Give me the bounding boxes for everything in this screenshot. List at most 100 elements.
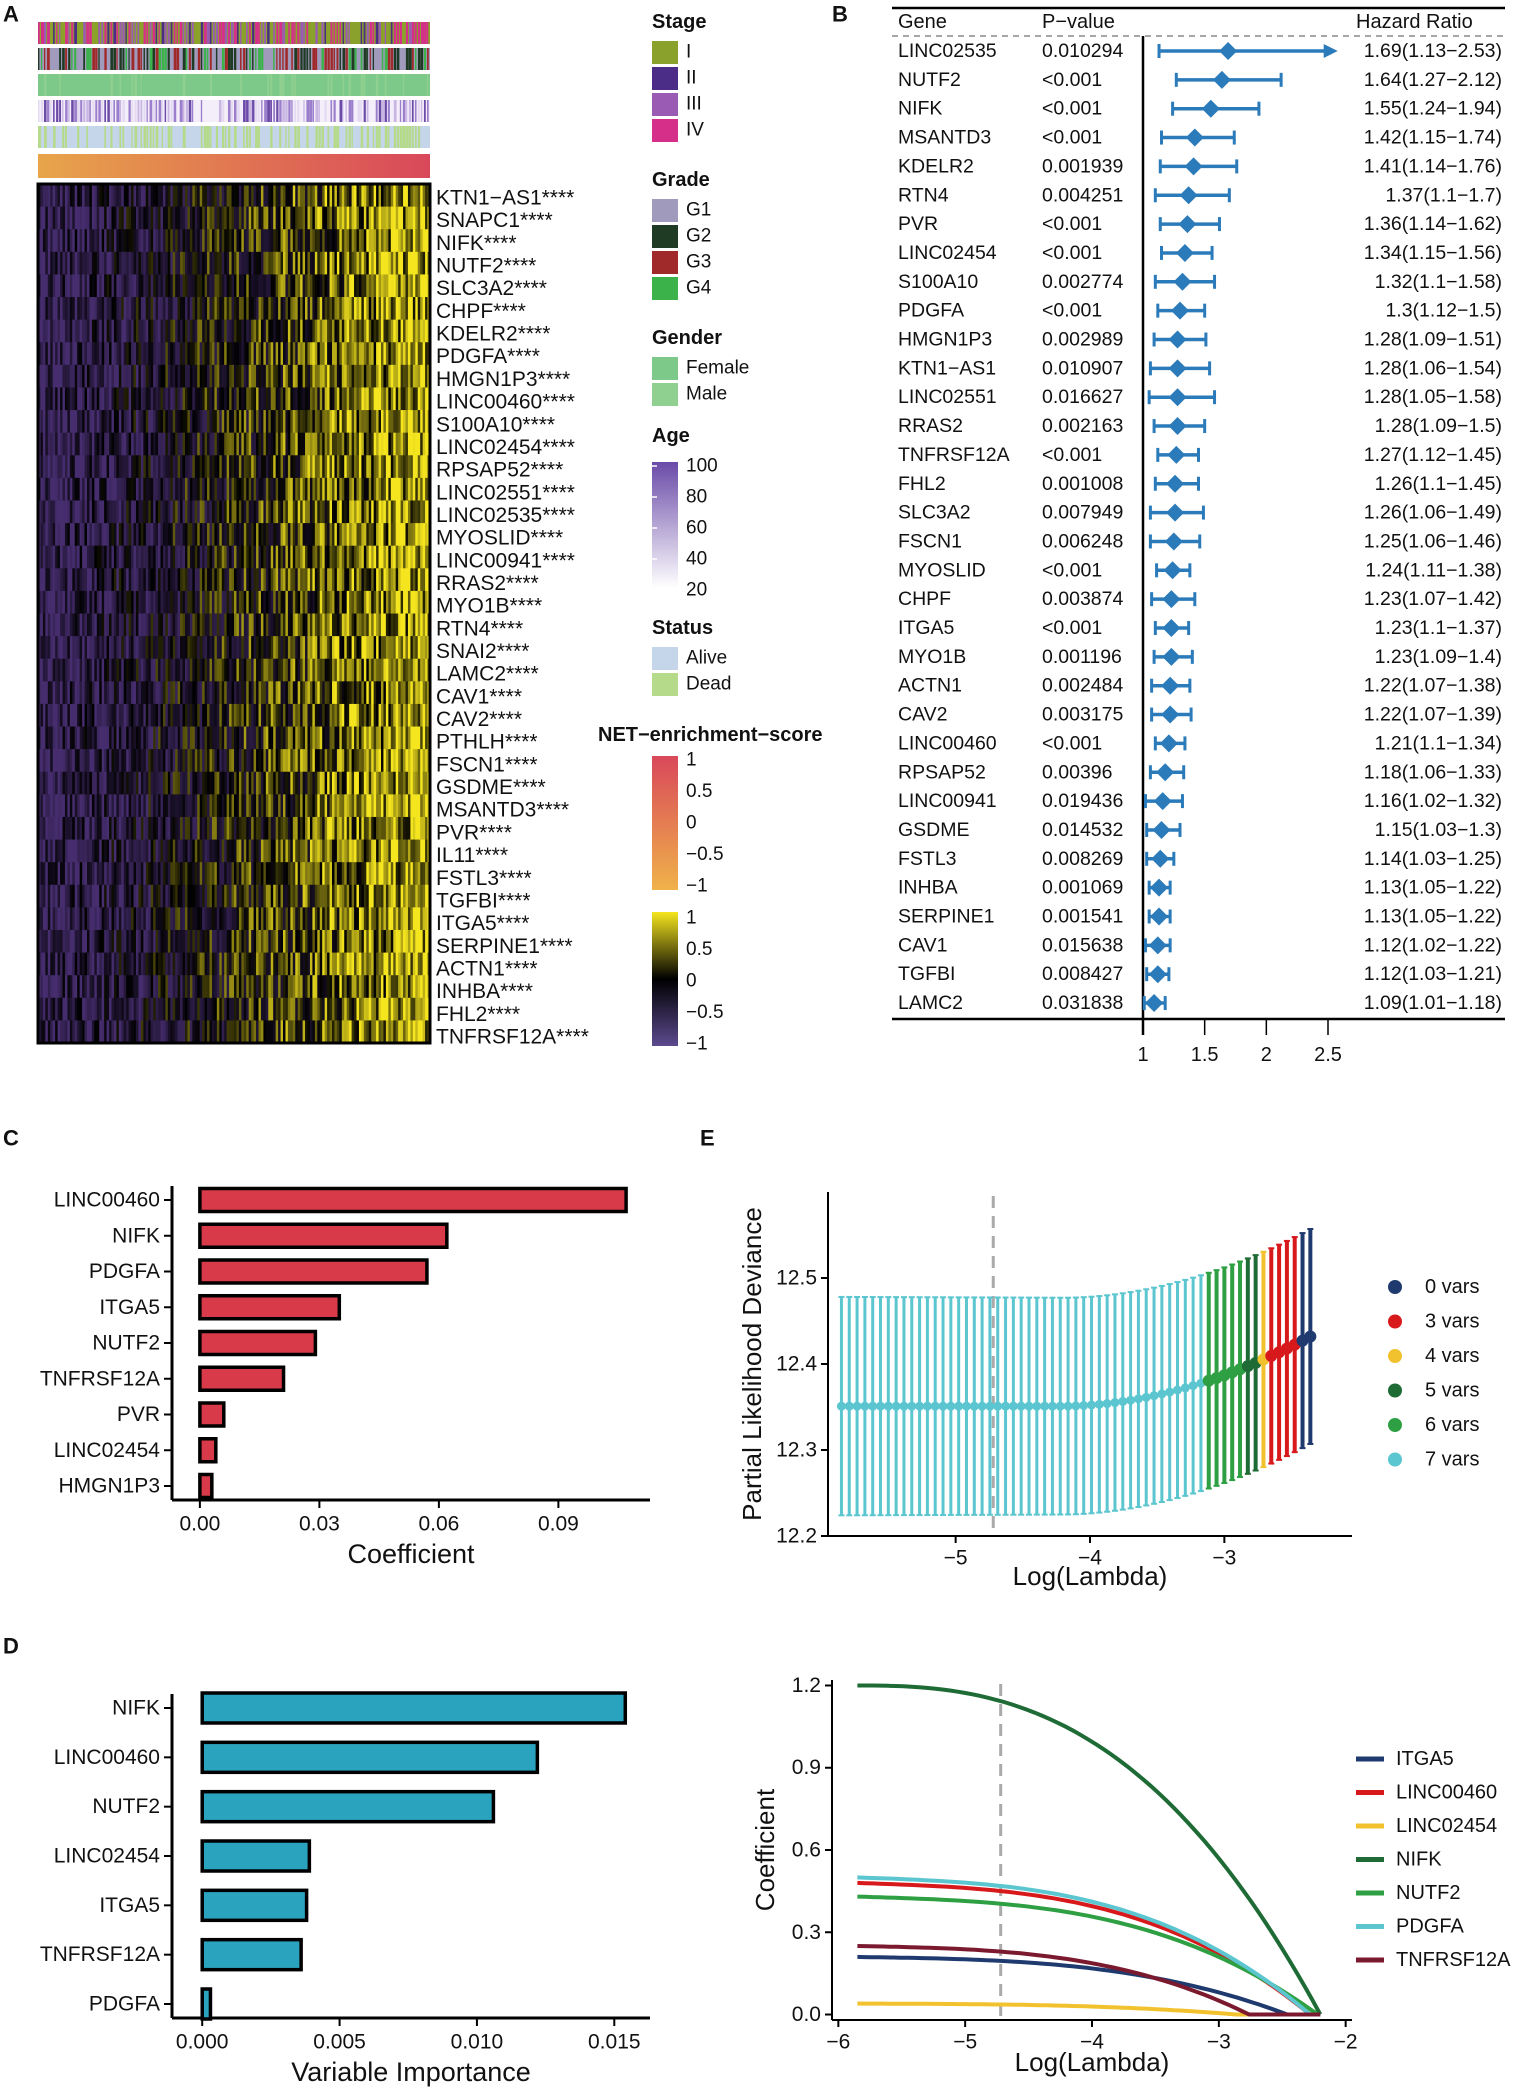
heat-cell xyxy=(77,319,81,343)
annotation-tick xyxy=(77,100,80,122)
heat-cell xyxy=(45,387,49,411)
heat-cell xyxy=(309,432,313,456)
heat-cell xyxy=(87,794,90,818)
heat-cell xyxy=(162,613,166,637)
heat-cell xyxy=(234,816,237,840)
heat-cell xyxy=(238,545,242,569)
heat-cell xyxy=(113,997,117,1021)
heat-cell xyxy=(96,251,100,275)
heat-cell xyxy=(317,274,321,298)
heat-cell xyxy=(297,500,301,524)
heat-cell xyxy=(292,545,296,569)
heat-cell xyxy=(194,658,198,682)
heat-cell xyxy=(238,455,242,479)
annotation-tick xyxy=(354,126,357,148)
heat-cell xyxy=(256,545,259,569)
heat-cell xyxy=(285,523,289,547)
heat-cell xyxy=(253,613,257,637)
heat-cell xyxy=(214,229,218,253)
annotation-tick xyxy=(83,48,85,70)
heat-cell xyxy=(165,794,169,818)
heat-cell xyxy=(62,907,66,931)
heat-cell xyxy=(69,681,73,705)
heat-cell xyxy=(268,952,272,976)
heat-cell xyxy=(126,387,130,411)
heat-cell xyxy=(116,455,120,479)
heat-cell xyxy=(79,975,83,999)
heat-cell xyxy=(290,658,294,682)
heat-cell xyxy=(278,251,281,275)
annotation-tick xyxy=(294,100,296,122)
heat-cell xyxy=(96,342,100,366)
annotation-tick xyxy=(209,22,212,44)
heat-cell xyxy=(297,1020,301,1044)
heat-cell xyxy=(226,726,230,750)
heat-cell xyxy=(72,545,76,569)
annotation-tick xyxy=(312,100,315,122)
heat-cell xyxy=(204,862,208,886)
heat-cell xyxy=(194,342,198,366)
heat-cell xyxy=(199,410,203,434)
heat-cell xyxy=(314,590,318,614)
heat-cell xyxy=(202,613,205,637)
annotation-tick xyxy=(330,74,333,96)
heat-cell xyxy=(104,613,107,637)
heat-cell xyxy=(185,568,188,592)
heat-cell xyxy=(246,839,250,863)
heat-cell xyxy=(74,432,78,456)
heat-cell xyxy=(162,658,166,682)
heat-cell xyxy=(209,251,213,275)
heat-cell xyxy=(199,884,203,908)
heat-cell xyxy=(280,975,284,999)
heat-cell xyxy=(204,636,208,660)
heat-cell xyxy=(64,613,68,637)
heat-cell xyxy=(307,342,311,366)
heat-cell xyxy=(60,500,63,524)
heat-cell xyxy=(241,907,245,931)
heat-cell xyxy=(67,410,71,434)
heat-cell xyxy=(187,636,191,660)
heat-cell xyxy=(312,703,316,727)
heat-cell xyxy=(302,274,306,298)
heat-cell xyxy=(138,206,142,230)
heat-cell xyxy=(57,907,61,931)
heat-cell xyxy=(270,523,274,547)
heat-cell xyxy=(96,862,100,886)
heat-cell xyxy=(312,184,316,208)
heat-cell xyxy=(133,410,137,434)
heat-cell xyxy=(50,975,54,999)
heat-cell xyxy=(229,703,232,727)
heat-cell xyxy=(131,590,134,614)
heat-cell xyxy=(221,297,225,321)
heat-cell xyxy=(72,410,76,434)
heat-cell xyxy=(82,523,85,547)
annotation-tick xyxy=(215,22,219,44)
heat-cell xyxy=(40,387,44,411)
heat-cell xyxy=(116,952,120,976)
heat-cell xyxy=(67,749,71,773)
heat-cell xyxy=(123,297,127,321)
heat-cell xyxy=(89,613,93,637)
heat-cell xyxy=(275,862,279,886)
heat-cell xyxy=(109,274,112,298)
heat-cell xyxy=(45,816,49,840)
annotation-tick xyxy=(378,48,381,70)
heat-cell xyxy=(187,251,191,275)
heat-cell xyxy=(207,206,210,230)
heat-cell xyxy=(67,319,71,343)
heat-cell xyxy=(189,319,193,343)
heat-cell xyxy=(109,297,112,321)
heat-cell xyxy=(302,184,306,208)
heat-cell xyxy=(133,1020,137,1044)
heat-cell xyxy=(194,681,198,705)
heat-cell xyxy=(275,590,279,614)
heat-cell xyxy=(295,975,299,999)
heat-cell xyxy=(64,907,68,931)
heat-cell xyxy=(111,658,115,682)
heat-cell xyxy=(309,319,313,343)
heat-cell xyxy=(140,658,144,682)
heat-cell xyxy=(248,342,252,366)
annotation-tick xyxy=(315,126,318,148)
heat-cell xyxy=(158,907,161,931)
heat-cell xyxy=(177,636,181,660)
